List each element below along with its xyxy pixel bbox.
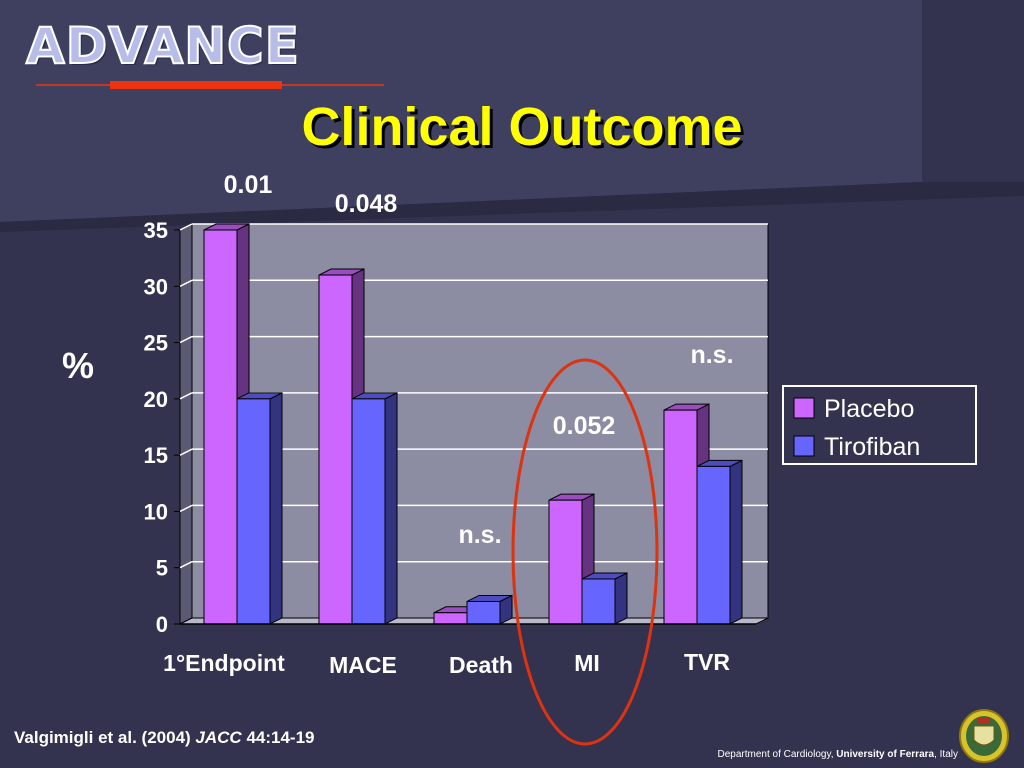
header-shadow	[0, 182, 1024, 232]
gridline-side	[179, 392, 193, 400]
gridline-side	[179, 279, 193, 287]
bar-side-tirofiban	[384, 392, 398, 625]
p-value-label: 0.01	[224, 171, 273, 199]
university-seal-icon	[959, 709, 1009, 763]
gridline-side	[179, 335, 193, 344]
dept-prefix: Department of Cardiology,	[717, 749, 834, 760]
legend-swatch-tirofiban	[793, 435, 815, 457]
y-tick-label: 30	[144, 274, 168, 299]
y-tick-label: 5	[156, 556, 168, 581]
bar-tirofiban	[581, 578, 616, 625]
legend-swatch-placebo	[793, 397, 815, 419]
bar-placebo	[548, 499, 583, 625]
gridline-side	[179, 504, 193, 513]
y-axis-label: %	[62, 345, 95, 386]
gridline-side	[179, 448, 193, 456]
x-tick-label: TVR	[684, 649, 730, 675]
department-credit: Department of Cardiology, University of …	[718, 749, 959, 760]
legend-label-tirofiban: Tirofiban	[824, 433, 920, 461]
y-tick-label: 15	[144, 443, 168, 468]
p-value-label: n.s.	[690, 341, 733, 369]
p-value-label: 0.048	[335, 190, 398, 218]
citation: Valgimigli et al. (2004) JACC 44:14-19	[14, 728, 315, 748]
citation-ref: 44:14-19	[246, 728, 315, 747]
y-tick-label: 35	[144, 218, 168, 243]
gridline-side	[179, 561, 193, 569]
bar-placebo	[203, 229, 238, 625]
bar-side-tirofiban	[729, 459, 743, 625]
gridline-side	[179, 223, 193, 231]
p-value-label: 0.052	[553, 412, 616, 440]
advance-logo: ADVANCE	[25, 17, 300, 75]
highlight-ring	[511, 358, 659, 746]
bar-placebo	[318, 274, 353, 625]
bar-tirofiban	[696, 465, 731, 625]
p-value-label: n.s.	[458, 521, 501, 549]
logo-underline-bar	[110, 81, 282, 89]
x-tick-label: 1°Endpoint	[163, 650, 285, 676]
slide-title: Clinical Outcome	[301, 97, 743, 157]
legend-box	[782, 385, 977, 465]
bar-tirofiban	[351, 398, 386, 625]
citation-journal: JACC	[195, 728, 242, 747]
bar-placebo	[663, 409, 698, 625]
x-tick-label: Death	[449, 652, 513, 678]
bar-tirofiban	[466, 600, 501, 625]
x-tick-label: MACE	[329, 652, 397, 678]
y-tick-label: 0	[156, 612, 168, 637]
header-panel	[0, 0, 922, 222]
bar-placebo	[433, 612, 468, 625]
legend-label-placebo: Placebo	[824, 395, 914, 423]
bar-side-tirofiban	[269, 392, 283, 625]
x-tick-label: MI	[574, 650, 600, 676]
dept-university: University of Ferrara	[836, 749, 935, 760]
y-tick-label: 20	[144, 387, 168, 412]
bar-side-tirofiban	[614, 572, 628, 625]
citation-authors: Valgimigli et al. (2004)	[14, 728, 191, 747]
y-tick-label: 25	[144, 331, 168, 356]
bar-tirofiban	[236, 398, 271, 625]
y-tick-label: 10	[144, 499, 168, 524]
dept-suffix: , Italy	[934, 749, 958, 760]
